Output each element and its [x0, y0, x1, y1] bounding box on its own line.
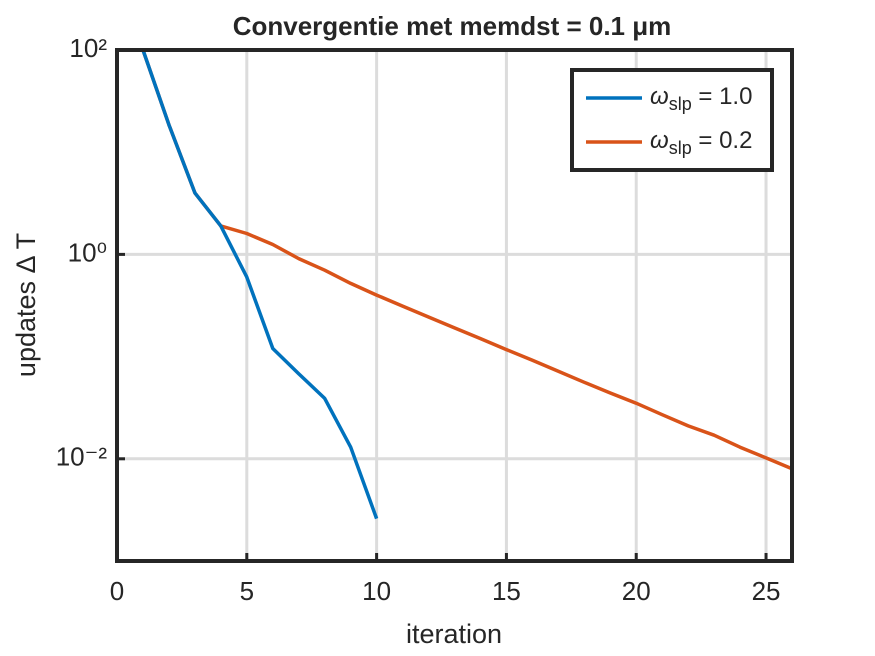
series-line: [141, 49, 379, 520]
y-tick-label: 10²: [69, 33, 107, 63]
legend-box: [570, 68, 774, 172]
x-tick-label: 10: [362, 576, 391, 606]
legend-label: ωslp = 0.2: [650, 127, 752, 157]
series-line: [141, 49, 793, 471]
x-tick-label: 20: [622, 576, 651, 606]
y-axis-label: updates Δ T: [11, 233, 41, 377]
legend-label: ωslp = 1.0: [650, 83, 752, 113]
chart-title: Convergentie met memdst = 0.1 μm: [233, 11, 672, 41]
y-tick-label: 10⁰: [68, 237, 107, 267]
x-tick-label: 25: [752, 576, 781, 606]
x-axis-label: iteration: [406, 619, 502, 649]
y-tick-label: 10⁻²: [56, 442, 108, 472]
x-tick-label: 5: [240, 576, 254, 606]
x-tick-label: 0: [110, 576, 124, 606]
x-tick-label: 15: [492, 576, 521, 606]
plot-frame: [115, 48, 794, 563]
